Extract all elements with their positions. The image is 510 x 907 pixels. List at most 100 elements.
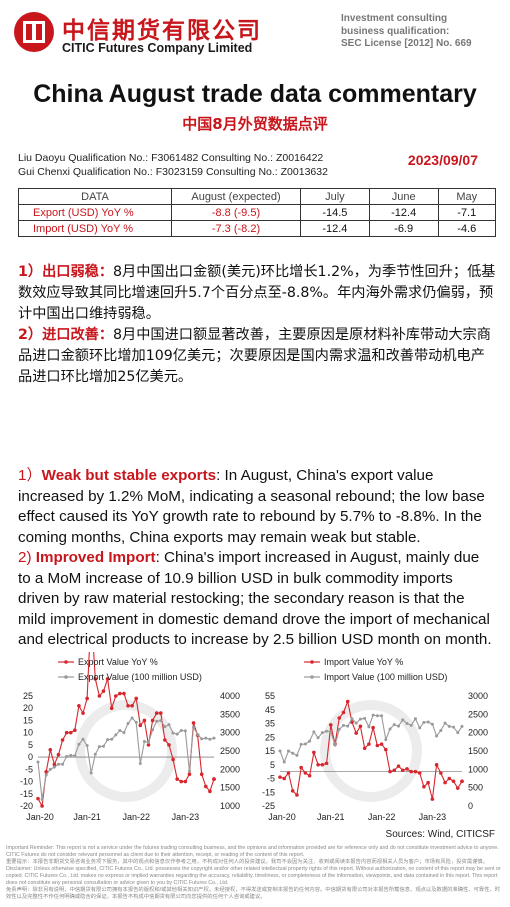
series-point-red (56, 752, 61, 757)
table-header: May (437, 188, 497, 205)
series-point-red (150, 718, 155, 723)
series-point-gray (435, 734, 439, 738)
series-point-gray (36, 760, 40, 764)
row-label: Export (USD) YoY % (18, 204, 172, 221)
cn-num: 2） (18, 327, 43, 343)
series-point-gray (200, 737, 204, 741)
series-point-gray (367, 725, 371, 729)
license-line: Investment consulting (341, 13, 448, 24)
series-point-red (199, 772, 204, 777)
series-point-red (320, 762, 325, 767)
series-point-gray (159, 719, 163, 723)
series-point-red (73, 728, 77, 733)
series-point-gray (196, 733, 200, 736)
en-body: : China's import increased in August, ma… (18, 549, 492, 648)
series-point-gray (341, 723, 345, 727)
y-right-tick-label: 2000 (220, 764, 240, 774)
series-point-red (307, 773, 312, 778)
series-point-gray (126, 722, 130, 725)
series-point-red (295, 793, 299, 797)
y-right-tick-label: 0 (468, 801, 473, 811)
y-left-tick-label: 15 (265, 746, 275, 756)
series-point-gray (426, 720, 430, 724)
series-point-red (345, 699, 350, 704)
series-point-red (105, 677, 110, 681)
series-point-gray (439, 728, 443, 732)
series-point-gray (163, 725, 167, 729)
series-point-gray (97, 745, 101, 749)
citic-logo-icon (14, 12, 54, 52)
series-point-gray (85, 744, 89, 747)
table-header: DATA (18, 188, 172, 205)
series-point-red (154, 711, 159, 715)
series-point-gray (312, 730, 316, 734)
series-point-red (101, 689, 106, 693)
series-point-red (77, 703, 81, 708)
series-point-red (430, 797, 435, 801)
trade-charts: 25 20 15 10 5 0 -5 -10 -15 -20 4000 3500 3000 2500 200… (20, 652, 488, 822)
license-info: Investment consulting business qualifica… (341, 13, 491, 51)
series-point-gray (208, 737, 212, 741)
series-point-gray (286, 749, 290, 753)
series-point-red (286, 771, 291, 775)
table-cell: -7.1 (437, 204, 497, 221)
series-point-gray (192, 725, 196, 729)
series-point-red (455, 786, 460, 790)
en-num: 2) (18, 549, 36, 566)
series-point-gray (81, 737, 85, 741)
series-point-gray (460, 724, 464, 728)
series-point-red (175, 777, 179, 781)
y-left-tick-label: 5 (28, 740, 33, 750)
series-point-red (409, 769, 414, 774)
legend-marker (310, 660, 314, 664)
series-point-gray (179, 728, 183, 732)
series-point-gray (61, 762, 65, 766)
x-tick-label: Jan-22 (368, 812, 396, 822)
series-point-gray (130, 716, 134, 720)
table-header: August (expected) (171, 188, 301, 205)
series-point-gray (48, 767, 52, 771)
license-line: business qualification: (341, 25, 450, 37)
legend-marker (64, 675, 68, 679)
series-point-gray (106, 738, 110, 742)
series-point-gray (142, 739, 146, 743)
series-point-gray (325, 729, 329, 733)
watermark-icon (75, 700, 177, 802)
y-right-tick-label: 1500 (220, 783, 240, 793)
series-point-red (367, 742, 371, 746)
disclaimer-line: Important Reminder: This report is not a… (6, 845, 499, 858)
series-point-red (337, 716, 342, 720)
series-point-red (434, 762, 439, 767)
series-point-gray (93, 752, 97, 756)
series-point-red (384, 747, 388, 752)
series-point-gray (430, 722, 434, 726)
legend-label: Export Value YoY % (78, 657, 158, 667)
y-left-tick-label: 55 (265, 691, 275, 701)
cn-body: 8月中国进口额显著改善，主要原因是原材料补库带动大宗商品进口金额环比增加109亿… (18, 327, 491, 385)
series-point-gray (452, 725, 456, 729)
series-point-red (48, 747, 53, 752)
series-point-gray (155, 719, 159, 723)
series-point-gray (65, 755, 69, 758)
series-point-gray (329, 730, 333, 734)
series-point-red (282, 776, 287, 781)
company-name-cn: 中信期货有限公司 (62, 18, 262, 44)
series-point-gray (422, 720, 426, 724)
series-point-red (138, 723, 143, 728)
company-name-en: CITIC Futures Company Limited (62, 41, 253, 55)
x-tick-label: Jan-23 (172, 812, 200, 822)
y-left-tick-label: -25 (262, 801, 275, 811)
series-point-red (392, 768, 397, 773)
y-right-tick-label: 1500 (468, 746, 488, 756)
y-right-tick-label: 1000 (220, 801, 240, 811)
series-point-gray (333, 743, 337, 747)
en-body: : In August, China's export value increa… (18, 467, 485, 546)
series-point-gray (443, 721, 447, 725)
series-line (279, 699, 463, 800)
table-header-row: DATA August (expected) July June May (18, 188, 497, 205)
series-point-gray (392, 723, 396, 727)
y-left-tick-label: -10 (20, 777, 33, 787)
series-point-red (299, 765, 303, 770)
trade-data-table: DATA August (expected) July June May Exp… (18, 188, 497, 237)
x-tick-label: Jan-20 (26, 812, 54, 822)
